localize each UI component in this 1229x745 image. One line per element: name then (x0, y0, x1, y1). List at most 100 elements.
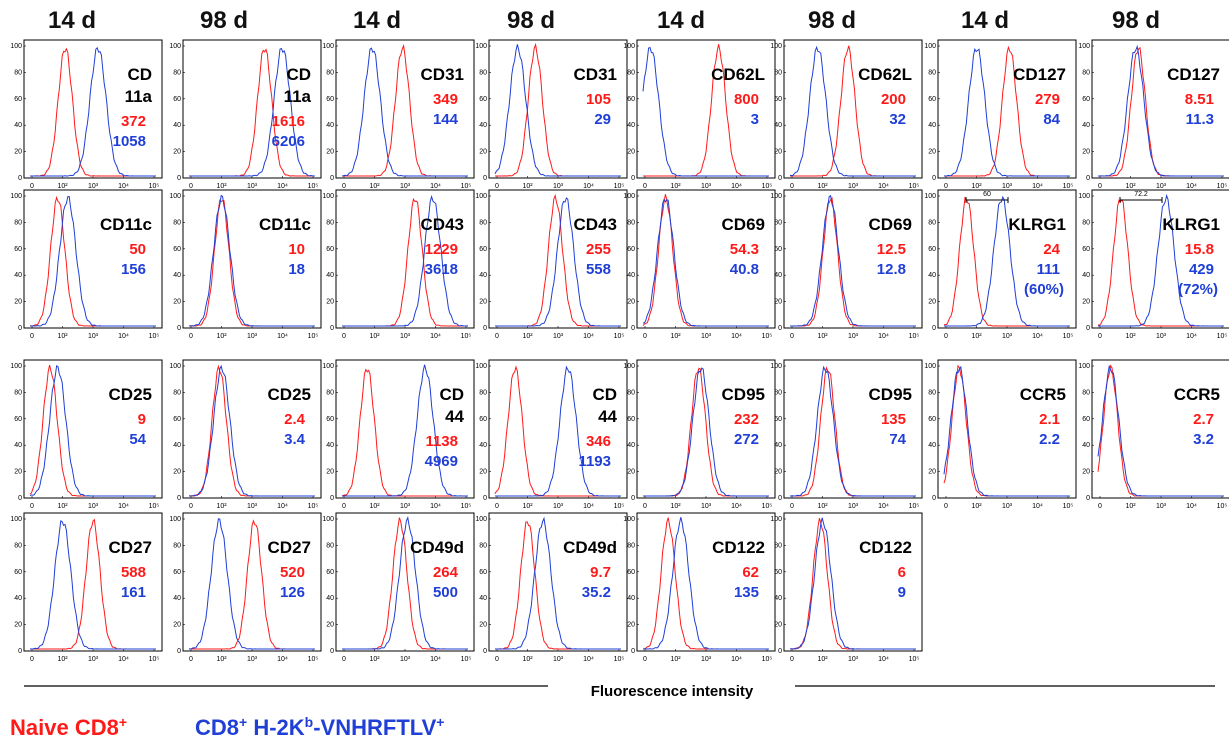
x-tick-label: 10³ (553, 333, 564, 340)
specific-mfi-value: 500 (433, 584, 458, 601)
y-tick-label: 80 (14, 69, 22, 76)
y-tick-label: 60 (173, 246, 181, 253)
marker-label: 44 (445, 407, 464, 426)
specific-histogram-line (943, 47, 1070, 177)
specific-histogram-line (342, 515, 468, 650)
y-tick-label: 60 (1082, 96, 1090, 103)
x-tick-label: 10² (369, 503, 380, 510)
marker-label: CD31 (574, 65, 617, 84)
specific-histogram-line (342, 194, 468, 327)
x-tick-label: 0 (30, 333, 34, 340)
x-tick-label: 0 (643, 333, 647, 340)
y-tick-label: 100 (475, 193, 487, 200)
histogram-panel: 0 20 40 60 80 100 0 10² 10³ 10⁴ 10⁵ CD95 135 74 (770, 359, 923, 510)
specific-histogram-line (642, 46, 769, 177)
y-tick-label: 0 (18, 325, 22, 332)
x-tick-label: 10⁵ (909, 183, 920, 190)
specific-histogram-line (1098, 193, 1224, 327)
x-tick-label: 10⁴ (1032, 503, 1043, 510)
x-tick-label: 10⁴ (430, 183, 441, 190)
x-tick-label: 0 (342, 656, 346, 663)
specific-mfi-value: 558 (586, 261, 611, 278)
x-tick-label: 10² (670, 503, 681, 510)
histogram-panel: 0 20 40 60 80 100 0 10² 10³ 10⁴ 10⁵ CD95 232 272 (623, 359, 776, 510)
panel-frame (937, 359, 1077, 499)
specific-histogram-line (495, 197, 621, 327)
histogram-panel: 0 20 40 60 80 100 0 10² 10³ 10⁴ 10⁵ CD69 12.5 12.8 (770, 189, 923, 340)
y-tick-label: 40 (627, 272, 635, 279)
x-tick-label: 10⁴ (731, 333, 742, 340)
x-tick-label: 10⁴ (277, 333, 288, 340)
y-tick-label: 100 (322, 43, 334, 50)
x-tick-label: 10² (971, 503, 982, 510)
specific-histogram-line (188, 194, 315, 327)
panel-frame (783, 189, 923, 329)
column-header: 14 d (353, 7, 401, 34)
y-tick-label: 80 (479, 389, 487, 396)
x-tick-label: 10² (216, 656, 227, 663)
x-tick-label: 0 (790, 183, 794, 190)
histogram-panel: 0 20 40 60 80 100 0 10² 10³ 10⁴ 10⁵ CD 11a 1616 6206 (169, 39, 322, 190)
y-tick-label: 20 (627, 469, 635, 476)
y-tick-label: 0 (778, 648, 782, 655)
y-tick-label: 80 (627, 69, 635, 76)
y-tick-label: 20 (774, 622, 782, 629)
x-tick-label: 10² (817, 503, 828, 510)
panel-frame (23, 189, 163, 329)
naive-mfi-value: 1616 (272, 113, 305, 130)
x-tick-label: 10² (522, 503, 533, 510)
histogram-panel: 0 20 40 60 80 100 0 10² 10³ 10⁴ 10⁵ CCR5 2.1 2.2 (924, 359, 1077, 510)
y-tick-label: 60 (627, 569, 635, 576)
y-tick-label: 60 (928, 246, 936, 253)
marker-label: 44 (598, 407, 617, 426)
specific-mfi-value: 29 (594, 111, 611, 128)
y-tick-label: 0 (778, 175, 782, 182)
specific-mfi-value: 3 (751, 111, 759, 128)
specific-histogram-line (342, 364, 468, 497)
x-tick-label: 10⁴ (277, 183, 288, 190)
y-tick-label: 40 (1082, 122, 1090, 129)
y-tick-label: 0 (177, 325, 181, 332)
y-tick-label: 40 (774, 595, 782, 602)
naive-mfi-value: 9.7 (590, 564, 611, 581)
x-tick-label: 10² (817, 183, 828, 190)
x-tick-label: 10² (670, 333, 681, 340)
y-tick-label: 40 (1082, 442, 1090, 449)
x-tick-label: 10⁴ (430, 503, 441, 510)
marker-label: CCR5 (1020, 385, 1066, 404)
x-tick-label: 10⁵ (762, 183, 773, 190)
specific-histogram-line (188, 518, 315, 650)
y-tick-label: 100 (623, 193, 635, 200)
panel-frame (182, 39, 322, 179)
y-tick-label: 0 (18, 495, 22, 502)
x-tick-label: 10⁵ (461, 656, 472, 663)
naive-mfi-value: 50 (129, 241, 146, 258)
x-tick-label: 10⁴ (1186, 333, 1197, 340)
naive-mfi-value: 264 (433, 564, 459, 581)
y-tick-label: 20 (326, 469, 334, 476)
x-tick-label: 10⁴ (878, 183, 889, 190)
y-tick-label: 60 (14, 569, 22, 576)
y-tick-label: 40 (479, 442, 487, 449)
column-header: 14 d (961, 7, 1009, 34)
naive-mfi-value: 2.7 (1193, 411, 1214, 428)
specific-mfi-value: 54 (129, 431, 146, 448)
y-tick-label: 80 (479, 69, 487, 76)
specific-mfi-value: 144 (433, 111, 459, 128)
specific-mfi-value: 74 (889, 431, 906, 448)
y-tick-label: 60 (479, 416, 487, 423)
histogram-panel: 0 20 40 60 80 100 0 10² 10³ 10⁴ 10⁵ CD 44 1138 4969 (322, 359, 475, 510)
y-tick-label: 40 (928, 442, 936, 449)
marker-label: CD95 (869, 385, 912, 404)
y-tick-label: 20 (479, 299, 487, 306)
panel-frame (488, 189, 628, 329)
panel-frame (23, 39, 163, 179)
specific-mfi-value: 40.8 (730, 261, 759, 278)
y-tick-label: 100 (1078, 363, 1090, 370)
x-tick-label: 10⁵ (149, 656, 160, 663)
marker-label: CD127 (1013, 65, 1066, 84)
y-tick-label: 60 (774, 569, 782, 576)
x-tick-label: 10³ (553, 183, 564, 190)
x-tick-label: 10⁵ (1063, 183, 1074, 190)
y-tick-label: 60 (479, 96, 487, 103)
